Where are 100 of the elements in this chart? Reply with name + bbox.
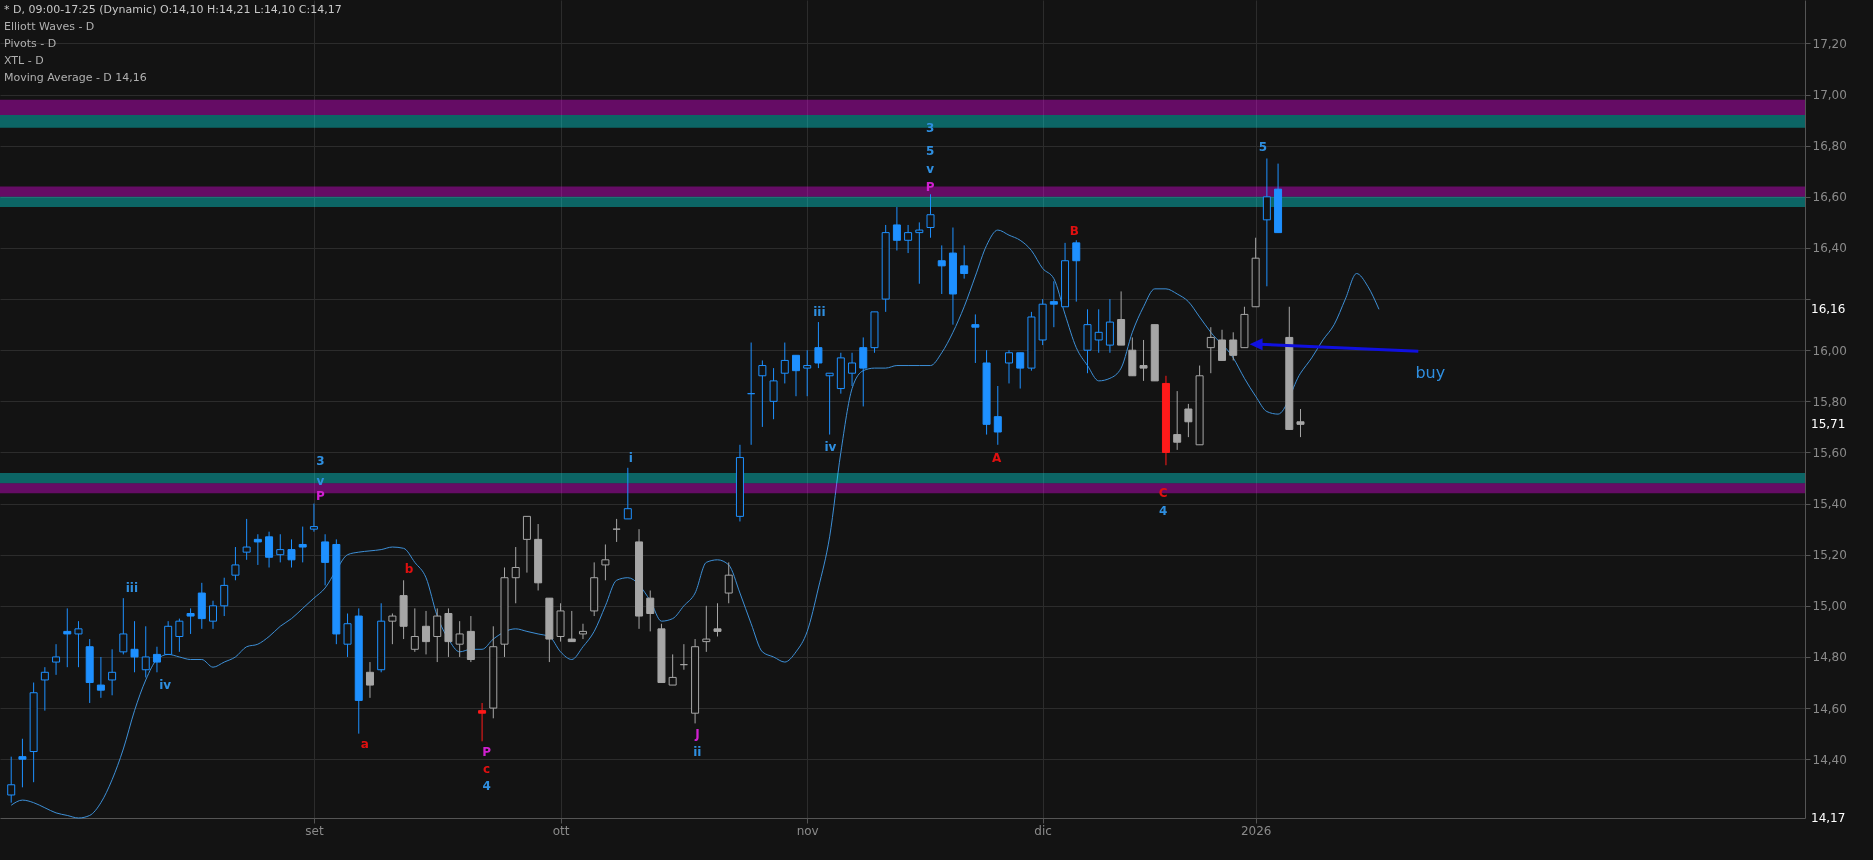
candlestick [175,618,184,653]
candlestick [220,577,229,617]
candlestick [108,648,117,696]
candlestick [186,607,195,635]
annotation: A [992,450,1003,465]
annotation: 5 [1258,139,1268,154]
candlestick [702,605,711,653]
y-tick-label: 16,60 [1812,190,1847,205]
y-tick-label: 17,00 [1812,88,1847,103]
candlestick [612,518,621,543]
annotation: P [315,488,325,503]
annotation: a [360,736,369,751]
annotation: Elliott Waves - D [4,20,95,33]
candlestick [287,538,296,568]
annotation: iii [125,580,139,595]
annotation: ii [693,744,702,759]
candlestick [713,602,722,638]
candlestick [365,661,374,699]
candlestick [511,546,520,604]
annotation: 4 [482,779,491,794]
y-tick-label: 14,60 [1812,701,1847,716]
y-tick-label: 14,80 [1812,650,1847,665]
candlestick [209,600,218,630]
candlestick [825,372,834,436]
candlestick [276,533,285,563]
y-tick-label: 15,40 [1812,497,1847,512]
candlestick [478,702,487,742]
candlestick [601,543,610,581]
candlestick [567,610,576,643]
candlestick [915,221,924,285]
candlestick [758,359,767,428]
candlestick [1296,408,1305,438]
y-tick-label: 15,00 [1812,599,1847,614]
candlestick [814,321,823,369]
y-tick-label: 15,20 [1812,548,1847,563]
annotation: buy [1415,363,1446,383]
candlestick [892,206,901,252]
candlestick [1229,331,1238,361]
text: 14,17 [1811,811,1846,825]
x-tick-label: dic [1034,823,1052,838]
candlestick [646,589,655,632]
annotation: b [404,561,414,576]
candlestick [18,738,27,788]
annotation: Moving Average - D 14,16 [4,71,147,84]
chart-title: * D, 09:00-17:25 (Dynamic) O:14,10 H:14,21 L:14,10 C:14,17 [4,3,342,16]
candlestick [522,515,531,574]
candlestick [937,244,946,295]
candlestick [119,597,128,655]
candlestick [780,342,789,384]
x-tick-label: nov [796,823,819,838]
annotation: c [483,762,491,777]
annotation: C [1158,486,1168,501]
annotation: v [926,161,935,176]
candlestick [904,224,913,254]
candlestick [1005,349,1014,384]
candlestick [321,533,330,586]
annotation: 5 [926,143,935,158]
x-tick-label: 2026 [1240,823,1272,838]
candlestick [623,467,632,520]
annotation: B [1069,224,1079,239]
candlestick [52,643,61,676]
y-tick-label: 15,60 [1812,445,1847,460]
candlestick [578,623,587,640]
annotation: iii [813,304,826,319]
candlestick [1139,339,1148,382]
candlestick [433,607,442,663]
candlestick [231,546,240,581]
annotation: i [628,450,633,465]
candlestick [343,613,352,658]
annotation: Pivots - D [4,37,57,50]
candlestick [1049,280,1058,328]
annotation: iv [824,440,837,455]
candlestick [803,349,812,397]
candlestick [7,756,16,804]
annotation: 3 [316,454,325,469]
candlestick [971,313,980,364]
candlestick [724,561,733,604]
candlestick [769,367,778,420]
candlestick [298,526,307,563]
y-tick-label: 16,00 [1812,343,1847,358]
x-tick-label: set [305,823,324,838]
candlestick [1173,390,1182,451]
candlestick [130,620,139,673]
y-tick-label: 14,40 [1812,752,1847,767]
candlestick [40,666,49,712]
candlestick [410,607,419,653]
candlestick [74,620,83,668]
candlestick [1072,239,1081,303]
candlestick [859,336,868,407]
candlestick [309,503,318,533]
annotation: iv [159,678,172,693]
candlestick [96,656,105,699]
candlestick [1184,403,1193,438]
candlestick [1218,329,1227,361]
candlestick [960,244,969,280]
x-tick-label: ott [552,823,570,838]
candlestick [63,607,72,668]
candlestick [141,625,150,678]
text: 16,16 [1811,302,1846,317]
candlestick [791,354,800,397]
